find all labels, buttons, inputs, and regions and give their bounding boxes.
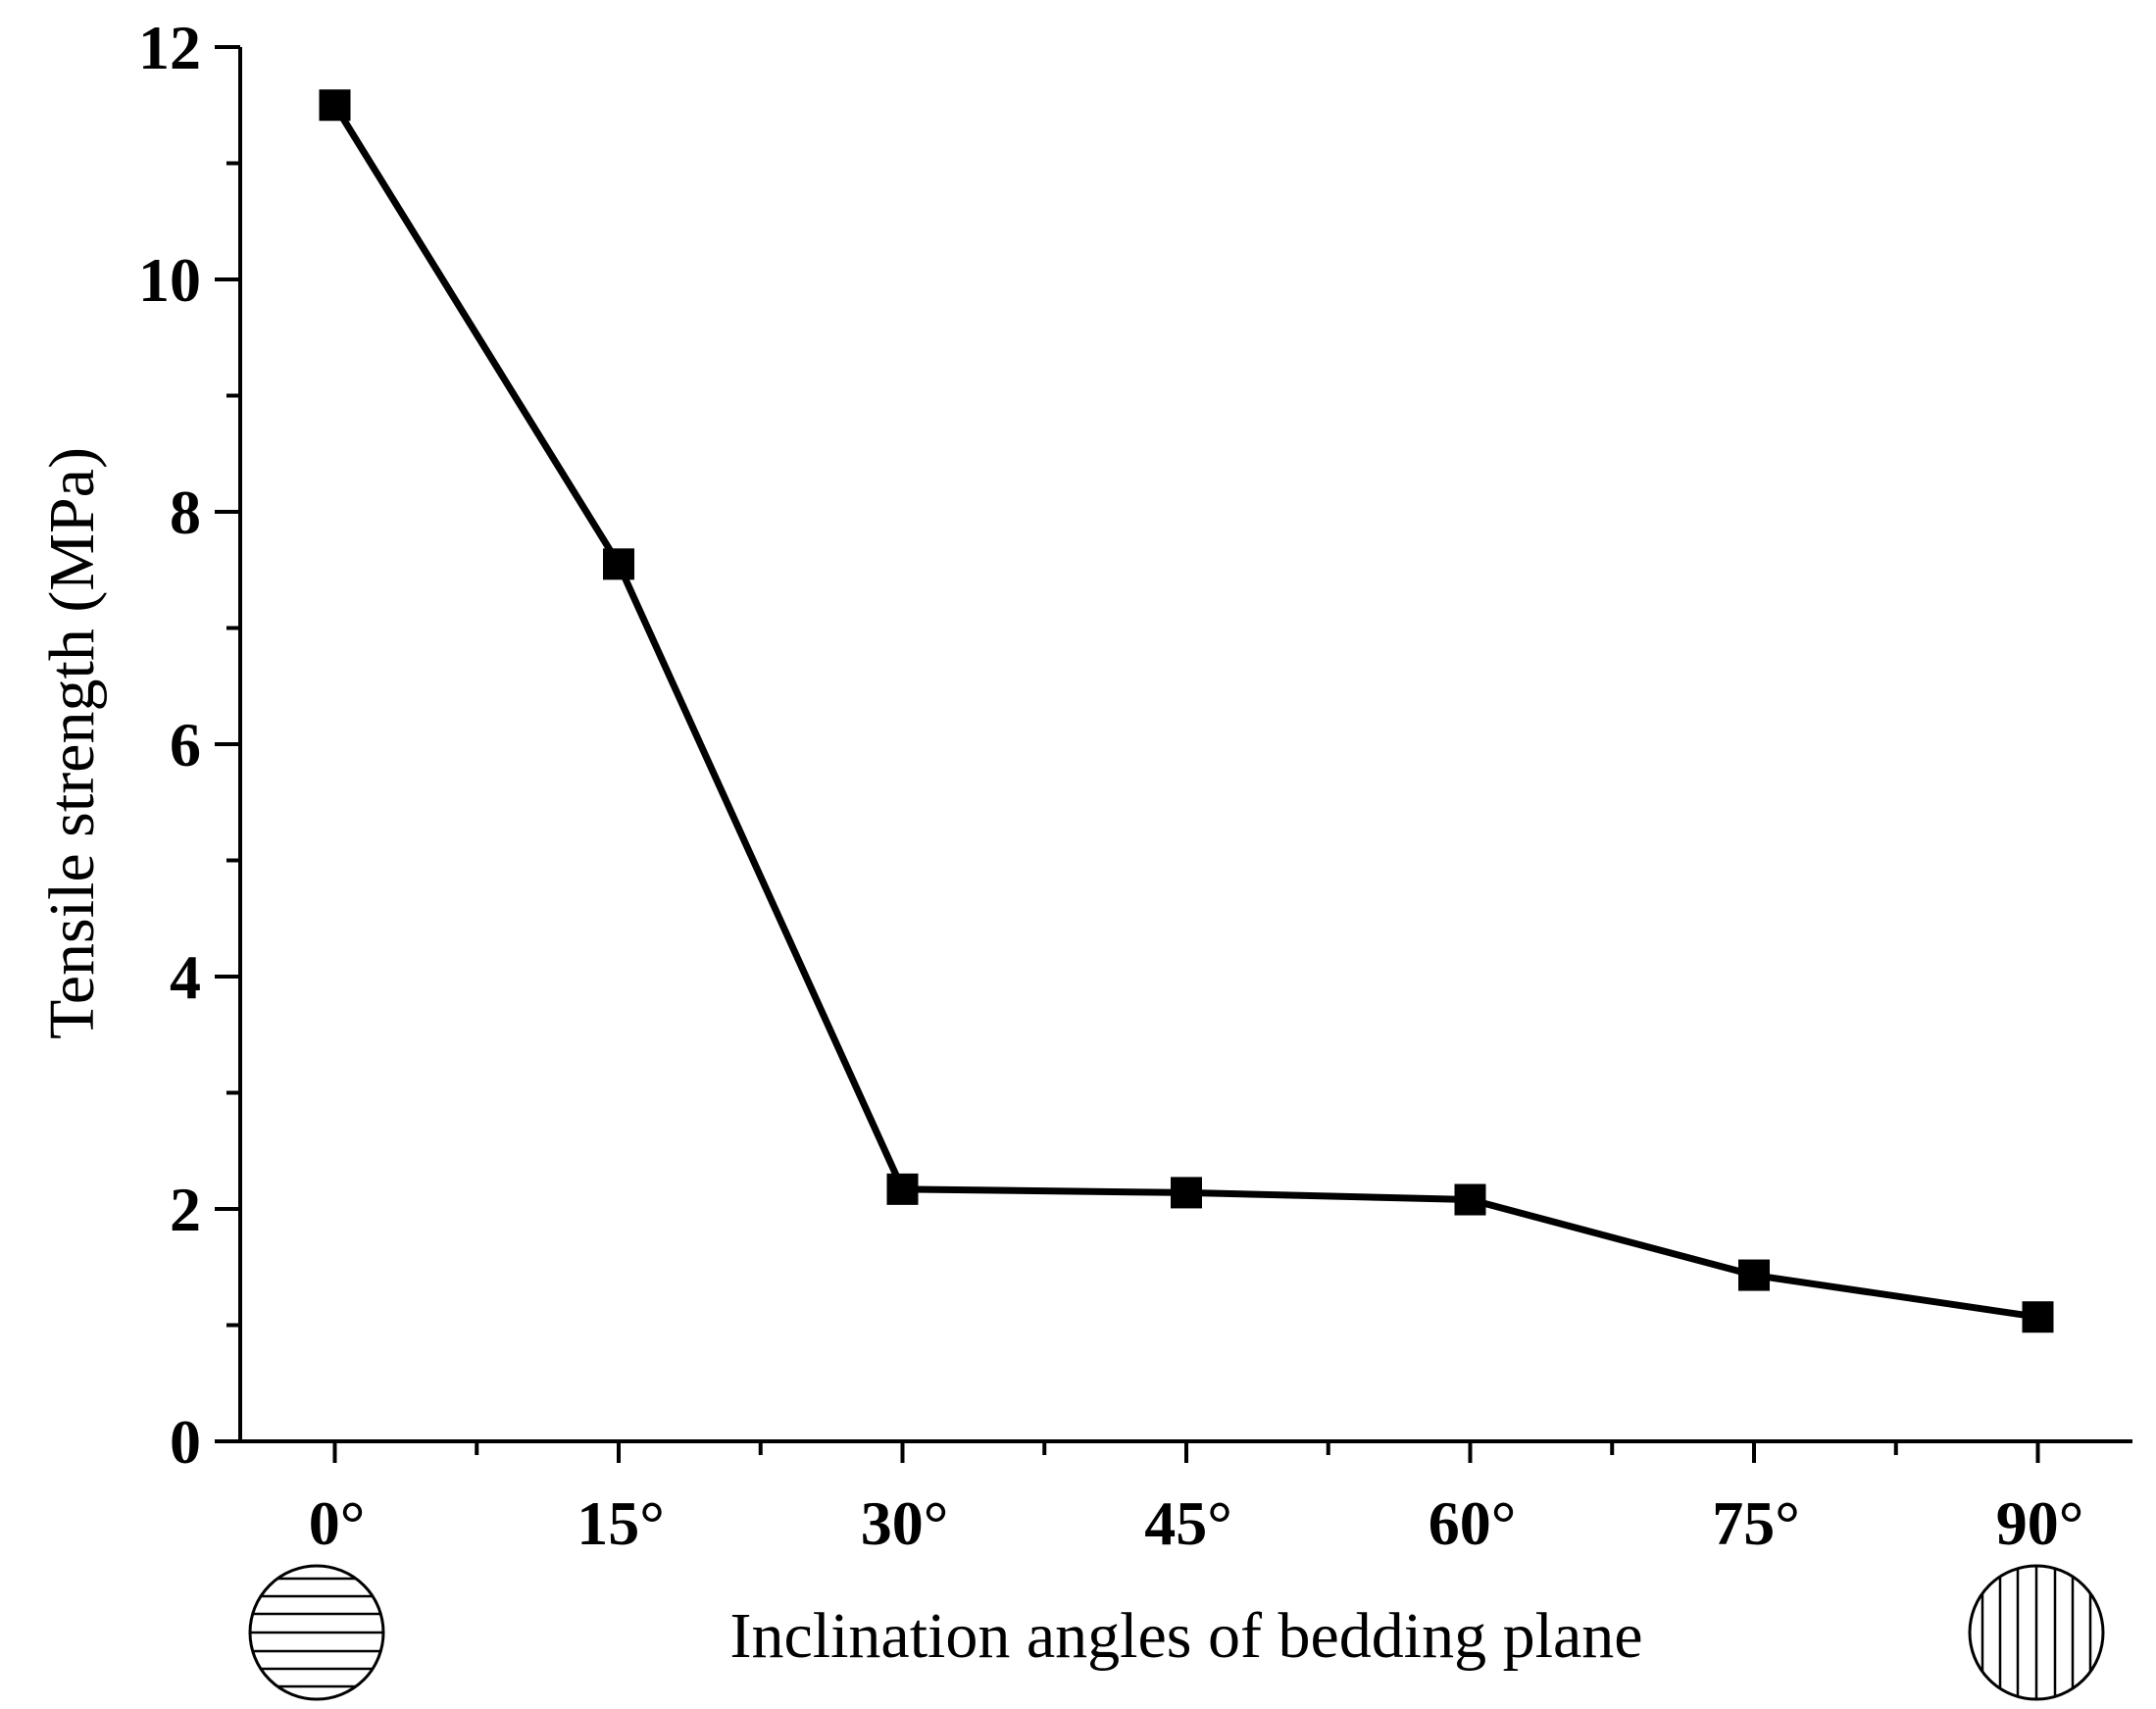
x-tick-label: 75° — [1712, 1488, 1800, 1558]
data-point — [1738, 1259, 1770, 1291]
y-tick-label: 8 — [170, 478, 201, 547]
y-axis-title: Tensile strength (MPa) — [36, 447, 108, 1039]
series-line — [331, 103, 2039, 1321]
y-tick-label: 6 — [170, 710, 201, 779]
data-point — [1454, 1183, 1486, 1216]
y-tick-label: 0 — [170, 1407, 201, 1477]
y-tick-label: 4 — [170, 942, 201, 1012]
series-markers — [319, 89, 2054, 1333]
data-point — [603, 548, 634, 580]
data-point — [1171, 1177, 1202, 1209]
y-tick-label: 10 — [138, 245, 201, 315]
x-tick-label: 15° — [577, 1488, 665, 1558]
x-tick-label: 90° — [1996, 1488, 2084, 1558]
data-point — [2022, 1301, 2054, 1333]
data-point — [319, 89, 351, 122]
x-tick-label: 30° — [861, 1488, 949, 1558]
axes — [215, 45, 2132, 1463]
y-tick-label: 12 — [138, 13, 201, 82]
horizontal-bedding-icon — [248, 1564, 385, 1701]
x-tick-label: 60° — [1429, 1488, 1517, 1558]
vertical-bedding-icon — [1968, 1564, 2105, 1701]
tick-labels: 0 2 4 6 8 10 12 0° 15° 30° 45° 60° 75° 90° — [138, 13, 2083, 1558]
x-tick-label: 0° — [309, 1488, 366, 1558]
series-path — [331, 103, 2039, 1321]
x-axis-title: Inclination angles of bedding plane — [729, 1600, 1642, 1672]
data-point — [886, 1173, 919, 1205]
y-tick-label: 2 — [170, 1175, 201, 1244]
x-tick-label: 45° — [1144, 1488, 1232, 1558]
